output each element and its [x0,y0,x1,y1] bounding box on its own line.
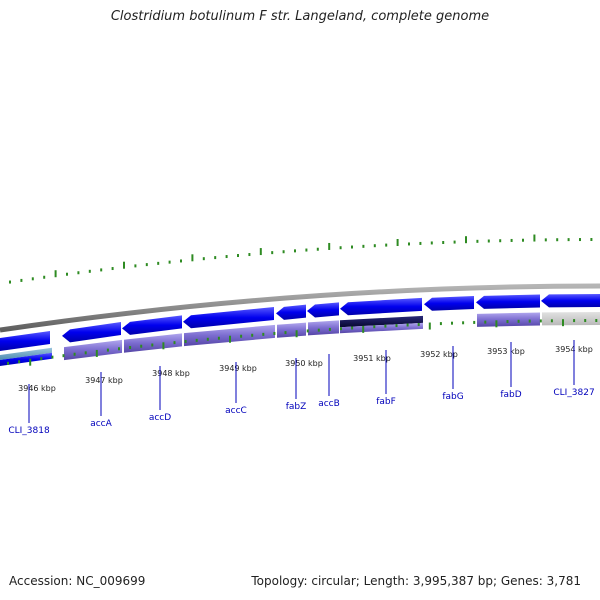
gene-block-reverse[interactable] [308,320,339,336]
kbp-label: 3946 kbp [18,384,56,393]
gene-block-reverse[interactable] [0,352,52,366]
gene-block-reverse[interactable] [477,312,540,327]
gene-arrow-forward[interactable] [340,297,422,316]
gene-label[interactable]: accB [318,399,340,409]
genome-backbone [0,283,600,333]
gene-arrow-forward[interactable] [62,322,121,343]
topology-text: Topology: circular; Length: 3,995,387 bp… [251,574,581,588]
gene-block-reverse[interactable] [124,333,182,353]
kbp-label: 3951 kbp [353,354,391,363]
kbp-label: 3948 kbp [152,369,190,378]
gene-block-reverse[interactable] [0,347,52,360]
gene-block-reverse[interactable] [340,315,423,328]
gene-arrow-forward[interactable] [307,302,339,318]
inner-tick-ring [7,319,598,366]
gene-arrow-forward[interactable] [276,304,306,320]
gene-label-group: CLI_3818 accA accD accC fabZ accB fabF fabG fabD… [8,340,595,436]
kbp-label: 3949 kbp [219,364,257,373]
gene-label[interactable]: CLI_3827 [553,388,594,398]
gene-block-reverse[interactable] [184,324,275,347]
gene-arrow-forward[interactable] [424,295,474,311]
gene-arrow-forward[interactable] [183,306,274,329]
gene-label[interactable]: accA [90,419,112,429]
gene-arrow-forward[interactable] [476,294,540,309]
gene-label[interactable]: accC [225,406,247,416]
gene-label[interactable]: fabF [376,397,396,407]
kbp-label: 3950 kbp [285,359,323,368]
outer-tick-ring [9,234,593,284]
gene-label[interactable]: CLI_3818 [8,426,50,436]
gene-arrow-forward[interactable] [541,294,600,308]
gene-label[interactable]: fabD [500,390,521,400]
gene-block-reverse[interactable] [64,339,122,361]
accession-text: Accession: NC_009699 [9,574,146,588]
gene-label[interactable]: fabG [442,392,463,402]
reverse-strand-genes [0,312,600,366]
kbp-label: 3947 kbp [85,376,123,385]
gene-arrow-forward[interactable] [0,330,50,351]
gene-label[interactable]: fabZ [286,402,307,412]
map-title: Clostridium botulinum F str. Langeland, … [110,9,490,24]
gene-block-reverse[interactable] [542,312,600,326]
forward-strand-genes [0,294,600,351]
gene-block-reverse[interactable] [277,322,306,338]
kbp-label: 3952 kbp [420,350,458,359]
gene-label[interactable]: accD [149,413,171,423]
kbp-label: 3953 kbp [487,347,525,356]
gene-arrow-forward[interactable] [122,315,182,335]
gene-block-reverse[interactable] [340,322,423,334]
